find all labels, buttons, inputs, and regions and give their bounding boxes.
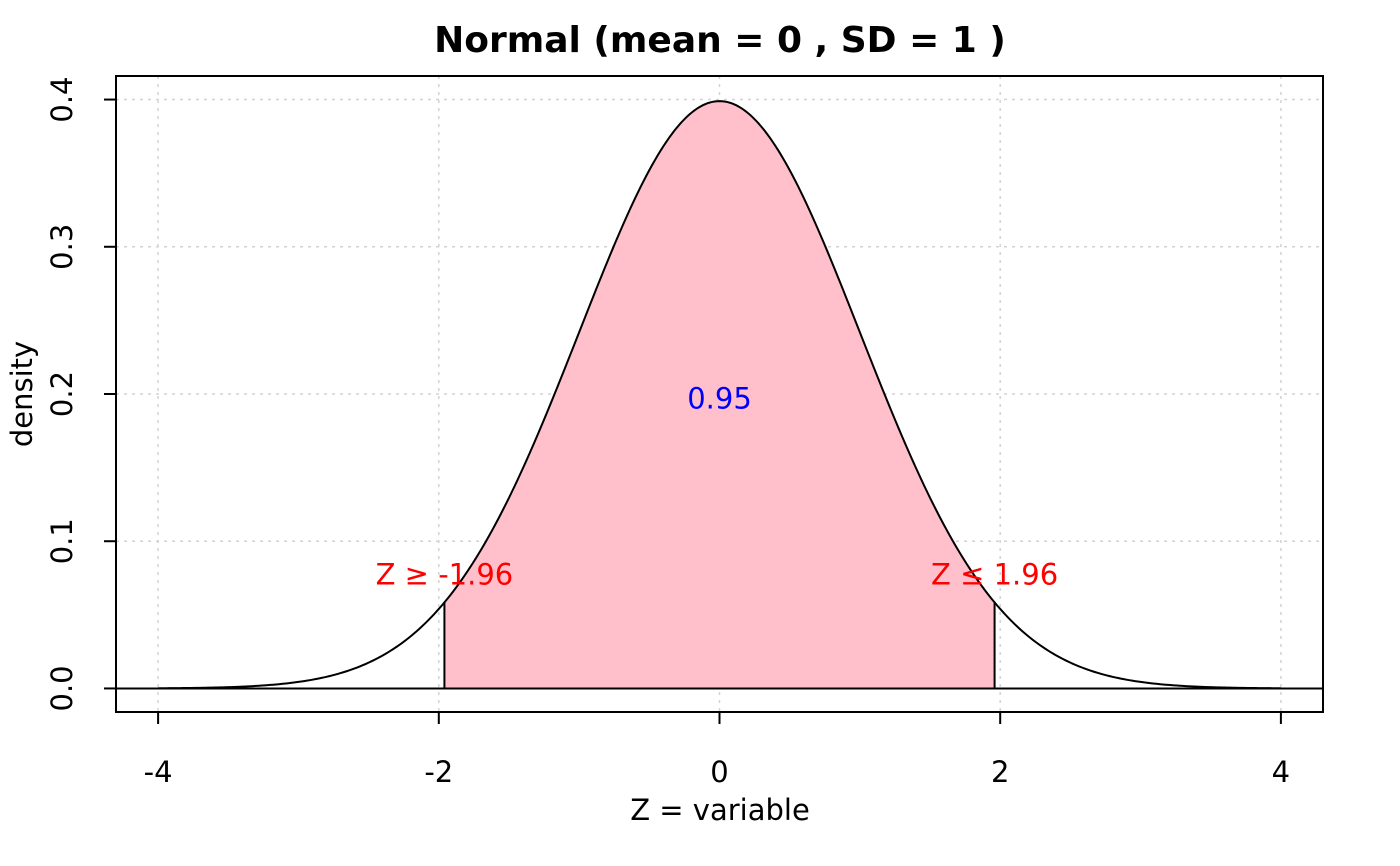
- annotation-1: Z ≤ 1.96: [931, 557, 1058, 591]
- x-tick-label-4: 4: [1272, 755, 1290, 789]
- y-tick-label-0: 0.0: [45, 665, 79, 711]
- x-tick-label-0: -4: [144, 755, 173, 789]
- shaded-area-95: [444, 101, 995, 689]
- x-tick-label-2: 0: [710, 755, 728, 789]
- bound-lines: [443, 602, 996, 689]
- y-axis: 0.0 0.1 0.2 0.3 0.4: [45, 76, 117, 712]
- annotation-2: 0.95: [687, 381, 752, 415]
- y-tick-label-3: 0.3: [45, 224, 79, 270]
- x-tick-label-3: 2: [991, 755, 1009, 789]
- annotation-0: Z ≥ -1.96: [376, 557, 514, 591]
- x-axis-label: Z = variable: [630, 793, 810, 827]
- x-tick-label-1: -2: [424, 755, 453, 789]
- y-tick-label-4: 0.4: [45, 76, 79, 122]
- chart-title: Normal (mean = 0 , SD = 1 ): [434, 20, 1006, 61]
- x-axis: -4 -2 0 2 4: [144, 711, 1290, 789]
- density-curve: [158, 100, 1281, 690]
- y-axis-label: density: [5, 341, 39, 447]
- annotations: Z ≥ -1.96 Z ≤ 1.96 0.95: [376, 381, 1059, 591]
- y-tick-label-2: 0.2: [45, 371, 79, 417]
- y-tick-label-1: 0.1: [45, 518, 79, 564]
